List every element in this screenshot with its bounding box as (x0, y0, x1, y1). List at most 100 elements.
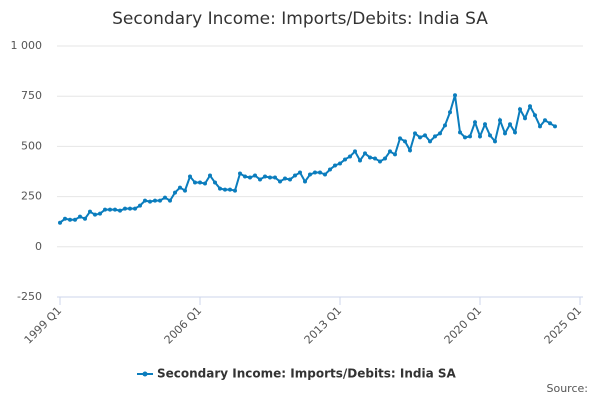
point (333, 163, 337, 168)
point (428, 139, 432, 144)
point (83, 216, 87, 221)
point (478, 134, 482, 139)
chart-title: Secondary Income: Imports/Debits: India … (112, 9, 488, 29)
point (188, 174, 192, 179)
point (373, 156, 377, 161)
point (158, 198, 162, 203)
point (308, 172, 312, 177)
point (403, 139, 407, 144)
legend-label: Secondary Income: Imports/Debits: India … (157, 367, 457, 381)
point (68, 217, 72, 222)
point (153, 198, 157, 203)
point (63, 216, 67, 221)
point (193, 180, 197, 185)
point (88, 209, 92, 214)
point (453, 93, 457, 98)
point (238, 171, 242, 176)
y-tick-label: 250 (21, 190, 42, 203)
point (233, 188, 237, 193)
point (268, 175, 272, 180)
point (218, 186, 222, 191)
point (433, 134, 437, 139)
point (298, 170, 302, 175)
point (473, 120, 477, 125)
point (543, 118, 547, 123)
y-tick-label: 750 (21, 89, 42, 102)
point (398, 136, 402, 141)
point (288, 177, 292, 182)
point (58, 220, 62, 225)
point (458, 130, 462, 135)
point (213, 180, 217, 185)
point (388, 149, 392, 154)
point (408, 148, 412, 153)
point (163, 195, 167, 200)
y-tick-label: 500 (21, 139, 42, 152)
point (448, 110, 452, 115)
point (368, 155, 372, 160)
point (548, 121, 552, 126)
point (523, 116, 527, 121)
point (538, 124, 542, 129)
legend-marker (142, 371, 148, 377)
point (443, 123, 447, 128)
point (273, 175, 277, 180)
point (283, 176, 287, 181)
point (168, 198, 172, 203)
point (378, 159, 382, 164)
point (263, 174, 267, 179)
point (508, 122, 512, 127)
source: Source: (547, 382, 589, 395)
point (148, 199, 152, 204)
point (178, 185, 182, 190)
point (133, 206, 137, 211)
point (253, 173, 257, 178)
y-tick-label: -250 (17, 290, 42, 303)
point (248, 175, 252, 180)
point (228, 187, 232, 192)
point (303, 179, 307, 184)
point (173, 190, 177, 195)
x-tick-label: 2020 Q1 (442, 304, 485, 347)
series-line (59, 94, 556, 224)
point (183, 188, 187, 193)
point (493, 139, 497, 144)
point (143, 198, 147, 203)
point (73, 217, 77, 222)
point (533, 113, 537, 118)
point (123, 206, 127, 211)
point (348, 154, 352, 159)
point (243, 174, 247, 179)
point (418, 135, 422, 140)
y-tick-label: 1 000 (11, 39, 43, 52)
point (488, 133, 492, 138)
point (278, 179, 282, 184)
point (353, 149, 357, 154)
point (503, 131, 507, 136)
point (93, 212, 97, 217)
x-tick-label: 2025 Q1 (542, 304, 585, 347)
point (98, 211, 102, 216)
x-tick-label: 2013 Q1 (302, 304, 345, 347)
point (528, 104, 532, 109)
point (203, 181, 207, 186)
point (103, 207, 107, 212)
point (118, 208, 122, 213)
point (338, 161, 342, 166)
point (553, 124, 557, 129)
point (393, 152, 397, 157)
point (198, 180, 202, 185)
point (128, 206, 132, 211)
point (483, 122, 487, 127)
y-tick-label: 0 (35, 240, 42, 253)
point (78, 214, 82, 219)
point (343, 157, 347, 162)
point (113, 207, 117, 212)
point (358, 158, 362, 163)
point (208, 173, 212, 178)
point (513, 130, 517, 135)
x-tick-label: 2006 Q1 (162, 304, 205, 347)
point (258, 177, 262, 182)
point (498, 118, 502, 123)
point (293, 173, 297, 178)
